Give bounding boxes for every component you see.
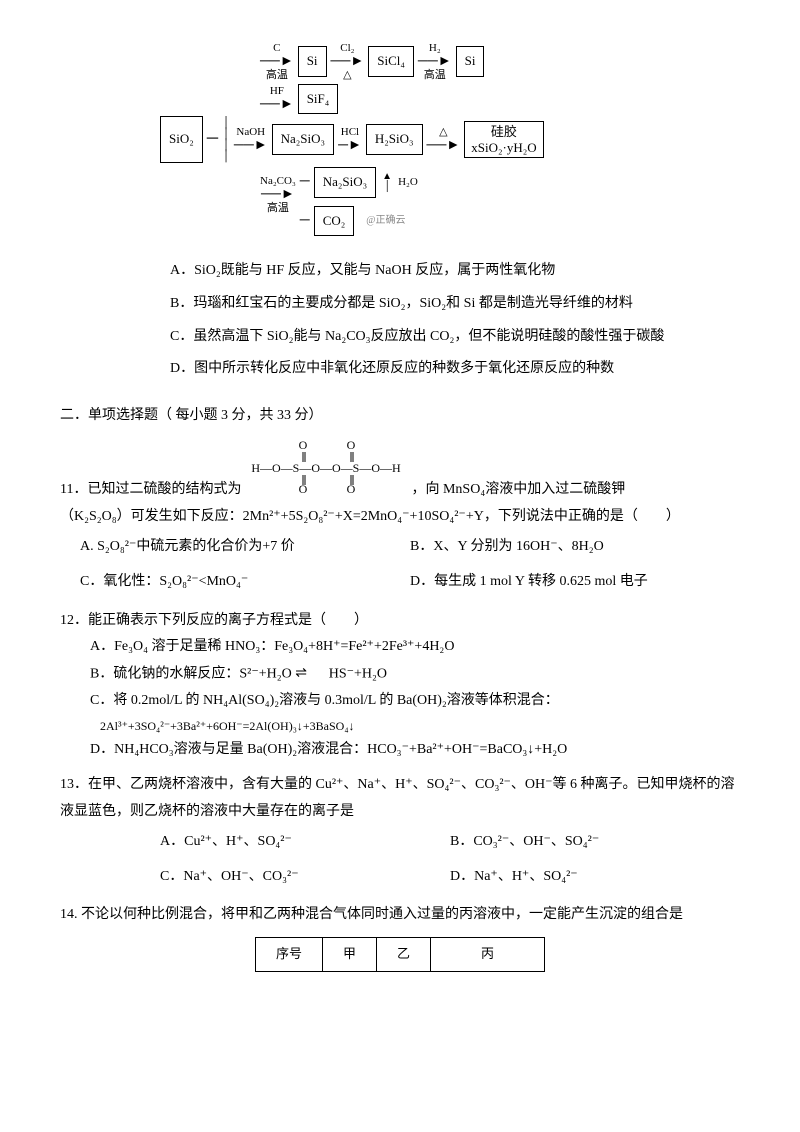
label-tri2: △	[439, 126, 447, 138]
label-h2o: H₂O	[398, 172, 418, 193]
q14-stem: 14. 不论以何种比例混合，将甲和乙两种混合气体同时通入过量的丙溶液中，一定能产…	[60, 902, 740, 929]
o-top-2: O	[347, 438, 356, 452]
label-gaowen2: 高温	[424, 69, 446, 81]
box-sicl4: SiCl₄	[368, 46, 414, 77]
q12-b-pre: B．硫化钠的水解反应：S²⁻+H₂O	[90, 666, 292, 681]
watermark: @正确云	[366, 211, 405, 230]
opt-d: D．图中所示转化反应中非氧化还原反应的种数多于氧化还原反应的种数	[170, 356, 740, 383]
box-na2sio3-1: Na₂SiO₃	[272, 124, 334, 155]
th-2: 乙	[377, 937, 431, 971]
th-1: 甲	[322, 937, 376, 971]
label-gaowen: 高温	[266, 69, 288, 81]
label-gaowen3: 高温	[267, 202, 289, 214]
q13-stem: 13．在甲、乙两烧杯溶液中，含有大量的 Cu²⁺、Na⁺、H⁺、SO₄²⁻、CO…	[60, 772, 740, 825]
q11-b: B．X、Y 分别为 16OH⁻、8H₂O	[410, 534, 740, 561]
section-2-title: 二．单项选择题（ 每小题 3 分，共 33 分）	[60, 403, 740, 430]
equilibrium-icon	[295, 661, 325, 688]
peroxodisulfuric-structure: O O H—O—S—O—O—S—O—H O O	[251, 437, 401, 504]
q13-b: B．CO₃²⁻、OH⁻、SO₄²⁻	[450, 829, 740, 856]
arrow-hf: HF ──►	[260, 85, 294, 112]
q13: 13．在甲、乙两烧杯溶液中，含有大量的 Cu²⁺、Na⁺、H⁺、SO₄²⁻、CO…	[60, 772, 740, 894]
chain: H—O—S—O—O—S—O—H	[252, 461, 402, 475]
arrow-tri2: △ ──►	[427, 126, 461, 153]
arrow-h2: H₂ ──► 高温	[418, 42, 452, 82]
label-hcl: HCl	[341, 126, 359, 138]
q11-stem-a: 11．已知过二硫酸的结构式为	[60, 477, 241, 504]
q11-stem-b: ，向 MnSO₄溶液中加入过二硫酸钾	[411, 477, 625, 504]
q13-c: C．Na⁺、OH⁻、CO₃²⁻	[160, 864, 450, 891]
q12-a: A．Fe₃O₄ 溶于足量稀 HNO₃：Fe₃O₄+8H⁺=Fe²⁺+2Fe³⁺+…	[90, 634, 740, 661]
q12-b-post: HS⁻+H₂O	[329, 666, 387, 681]
label-na2co3: Na₂CO₃	[260, 175, 296, 187]
box-sio2: SiO₂	[160, 116, 203, 163]
o-bot-1: O	[299, 482, 308, 493]
q12-stem: 12．能正确表示下列反应的离子方程式是（ ）	[60, 608, 740, 635]
label-c: C	[273, 42, 280, 54]
sio2-diagram: C ──► 高温 Si Cl₂ ──► △ SiCl₄ H₂ ──► 高温 Si…	[160, 42, 640, 238]
q11-line2: （K₂S₂O₈）可发生如下反应：2Mn²⁺+5S₂O₈²⁻+X=2MnO₄⁻+1…	[60, 504, 740, 531]
q11: 11．已知过二硫酸的结构式为 O O H—O—S—O—O—S—O—H O O ，…	[60, 437, 740, 599]
label-cl2: Cl₂	[340, 42, 354, 54]
q12-b: B．硫化钠的水解反应：S²⁻+H₂O HS⁻+H₂O	[90, 661, 740, 688]
box-co2: CO₂	[314, 206, 355, 237]
varrow-up: ▲│	[380, 172, 394, 192]
q12: 12．能正确表示下列反应的离子方程式是（ ） A．Fe₃O₄ 溶于足量稀 HNO…	[60, 608, 740, 764]
gel-line1: 硅胶	[491, 124, 517, 140]
arrow-naoh: NaOH ──►	[234, 126, 268, 153]
box-si1: Si	[298, 46, 327, 77]
box-si2: Si	[456, 46, 485, 77]
label-h2: H₂	[429, 42, 441, 54]
q14-table: 序号 甲 乙 丙	[255, 937, 545, 972]
q11-c: C．氧化性：S₂O₈²⁻<MnO₄⁻	[80, 569, 410, 596]
th-0: 序号	[255, 937, 322, 971]
box-sif4: SiF₄	[298, 84, 339, 115]
opt-b: B．玛瑙和红宝石的主要成分都是 SiO₂，SiO₂和 Si 都是制造光导纤维的材…	[170, 291, 740, 318]
gel-line2: xSiO₂·yH₂O	[471, 140, 536, 156]
o-bot-2: O	[347, 482, 356, 493]
q11-a: A. S₂O₈²⁻中硫元素的化合价为+7 价	[80, 534, 410, 561]
arrow-hcl: HCl ─►	[338, 126, 362, 153]
arrow-cl2: Cl₂ ──► △	[331, 42, 365, 82]
q12-c2: 2Al³⁺+3SO₄²⁻+3Ba²⁺+6OH⁻=2Al(OH)₃↓+3BaSO₄…	[100, 715, 740, 738]
diagram-options: A．SiO₂既能与 HF 反应，又能与 NaOH 反应，属于两性氧化物 B．玛瑙…	[170, 258, 740, 382]
arrow-na2co3: Na₂CO₃ ──► 高温	[260, 175, 296, 215]
q12-c1: C．将 0.2mol/L 的 NH₄Al(SO₄)₂溶液与 0.3mol/L 的…	[90, 688, 740, 715]
box-gel: 硅胶 xSiO₂·yH₂O	[464, 121, 543, 158]
label-tri1: △	[343, 69, 351, 81]
opt-a: A．SiO₂既能与 HF 反应，又能与 NaOH 反应，属于两性氧化物	[170, 258, 740, 285]
th-3: 丙	[431, 937, 545, 971]
o-top-1: O	[299, 438, 308, 452]
q14: 14. 不论以何种比例混合，将甲和乙两种混合气体同时通入过量的丙溶液中，一定能产…	[60, 902, 740, 971]
box-na2sio3-2: Na₂SiO₃	[314, 167, 376, 198]
opt-c: C．虽然高温下 SiO₂能与 Na₂CO₃反应放出 CO₂，但不能说明硅酸的酸性…	[170, 324, 740, 351]
arrow-c: C ──► 高温	[260, 42, 294, 82]
q11-d: D．每生成 1 mol Y 转移 0.625 mol 电子	[410, 569, 740, 596]
label-naoh: NaOH	[236, 126, 265, 138]
q12-d: D．NH₄HCO₃溶液与足量 Ba(OH)₂溶液混合：HCO₃⁻+Ba²⁺+OH…	[90, 737, 740, 764]
label-hf: HF	[270, 85, 284, 97]
box-h2sio3: H₂SiO₃	[366, 124, 423, 155]
q13-d: D．Na⁺、H⁺、SO₄²⁻	[450, 864, 740, 891]
q13-a: A．Cu²⁺、H⁺、SO₄²⁻	[160, 829, 450, 856]
